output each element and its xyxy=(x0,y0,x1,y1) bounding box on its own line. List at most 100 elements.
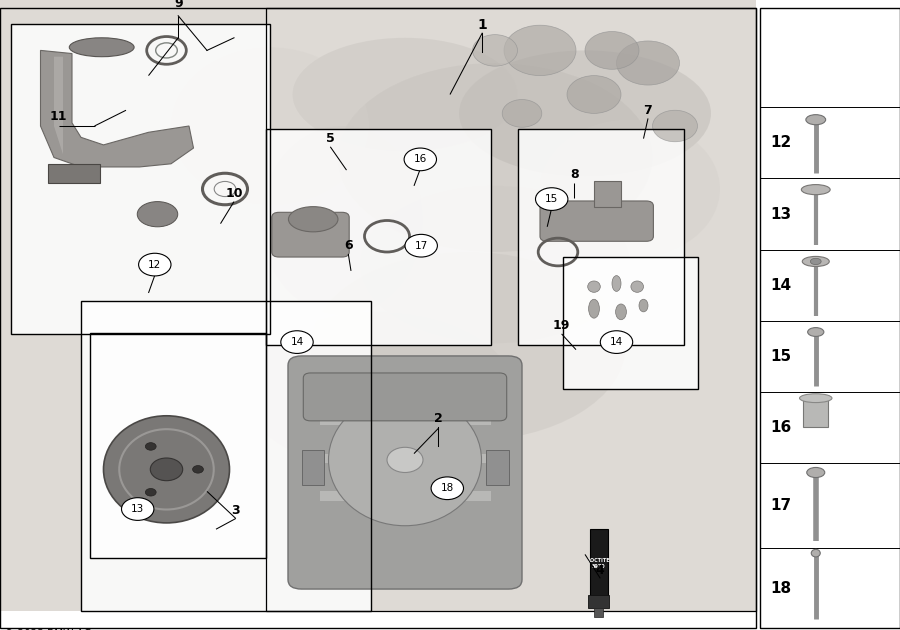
Bar xyxy=(266,8,756,611)
Bar xyxy=(760,8,900,628)
Bar xyxy=(594,608,603,617)
Circle shape xyxy=(387,447,423,472)
Circle shape xyxy=(281,331,313,353)
Bar xyxy=(0,8,756,628)
Ellipse shape xyxy=(338,63,652,252)
Ellipse shape xyxy=(810,258,821,265)
Bar xyxy=(803,397,828,427)
Text: 17: 17 xyxy=(770,498,792,513)
Circle shape xyxy=(616,41,680,85)
Text: 12: 12 xyxy=(148,260,161,270)
Text: 17: 17 xyxy=(415,241,428,251)
Circle shape xyxy=(122,498,154,520)
PathPatch shape xyxy=(40,50,194,167)
Text: 7: 7 xyxy=(644,104,652,117)
Ellipse shape xyxy=(806,115,825,125)
Text: 8: 8 xyxy=(570,168,579,181)
Ellipse shape xyxy=(288,207,338,232)
Text: 10: 10 xyxy=(225,187,243,200)
Ellipse shape xyxy=(616,304,626,320)
Circle shape xyxy=(472,35,518,66)
Ellipse shape xyxy=(328,394,482,525)
Text: 11: 11 xyxy=(50,110,68,123)
Bar xyxy=(266,129,491,345)
Ellipse shape xyxy=(631,281,644,292)
FancyBboxPatch shape xyxy=(540,201,653,241)
Bar xyxy=(562,257,698,389)
Text: LOCTITE
5970: LOCTITE 5970 xyxy=(587,558,610,570)
Circle shape xyxy=(404,148,436,171)
Text: 18: 18 xyxy=(441,483,454,493)
Text: 13: 13 xyxy=(131,504,144,514)
Text: 9: 9 xyxy=(174,0,183,9)
Bar xyxy=(486,450,508,485)
Bar xyxy=(0,0,756,611)
Bar xyxy=(562,257,698,389)
Bar xyxy=(81,301,371,611)
Ellipse shape xyxy=(310,252,626,441)
Circle shape xyxy=(504,25,576,76)
Ellipse shape xyxy=(137,202,178,227)
Circle shape xyxy=(652,110,698,142)
Text: 18: 18 xyxy=(770,581,792,595)
Ellipse shape xyxy=(540,120,720,258)
Ellipse shape xyxy=(104,416,230,523)
Bar xyxy=(590,529,608,598)
Bar xyxy=(266,129,491,345)
Bar xyxy=(320,416,491,425)
Text: 6: 6 xyxy=(344,239,353,252)
Bar xyxy=(11,24,270,334)
Ellipse shape xyxy=(807,328,824,336)
Circle shape xyxy=(431,477,464,500)
Ellipse shape xyxy=(801,185,830,195)
Ellipse shape xyxy=(589,299,599,318)
Ellipse shape xyxy=(588,281,600,292)
Ellipse shape xyxy=(802,256,829,266)
Text: 15: 15 xyxy=(770,349,792,364)
Text: 16: 16 xyxy=(770,420,792,435)
Text: 14: 14 xyxy=(770,278,792,293)
Ellipse shape xyxy=(292,38,518,151)
Ellipse shape xyxy=(261,126,423,315)
Bar xyxy=(11,24,270,334)
Text: 5: 5 xyxy=(326,132,335,145)
Text: 13: 13 xyxy=(770,207,792,222)
Text: © 2023 BMW AG: © 2023 BMW AG xyxy=(4,629,92,630)
Ellipse shape xyxy=(360,186,630,343)
Circle shape xyxy=(193,466,203,473)
Ellipse shape xyxy=(69,38,134,57)
Circle shape xyxy=(567,76,621,113)
PathPatch shape xyxy=(54,57,63,154)
Circle shape xyxy=(600,331,633,353)
Circle shape xyxy=(146,488,157,496)
Ellipse shape xyxy=(799,394,832,403)
Circle shape xyxy=(139,253,171,276)
Circle shape xyxy=(585,32,639,69)
FancyBboxPatch shape xyxy=(272,212,349,257)
Bar xyxy=(320,378,491,387)
Ellipse shape xyxy=(612,276,621,291)
Bar xyxy=(518,129,684,345)
Bar xyxy=(48,164,100,183)
Text: 14: 14 xyxy=(291,337,303,347)
Bar xyxy=(90,333,266,558)
Bar xyxy=(588,595,609,608)
Bar xyxy=(594,181,621,207)
FancyBboxPatch shape xyxy=(303,373,507,421)
Bar xyxy=(302,450,324,485)
Ellipse shape xyxy=(811,549,820,557)
Bar xyxy=(518,129,684,345)
Text: 19: 19 xyxy=(553,319,571,332)
Text: 16: 16 xyxy=(414,154,427,164)
Text: 2: 2 xyxy=(434,413,443,425)
Ellipse shape xyxy=(171,47,369,205)
Circle shape xyxy=(502,100,542,127)
Bar xyxy=(90,333,266,558)
Bar xyxy=(320,454,491,463)
Text: 12: 12 xyxy=(770,135,792,150)
Bar xyxy=(320,491,491,501)
Text: 15: 15 xyxy=(545,194,558,204)
Circle shape xyxy=(405,234,437,257)
FancyBboxPatch shape xyxy=(288,356,522,589)
Circle shape xyxy=(145,443,157,450)
